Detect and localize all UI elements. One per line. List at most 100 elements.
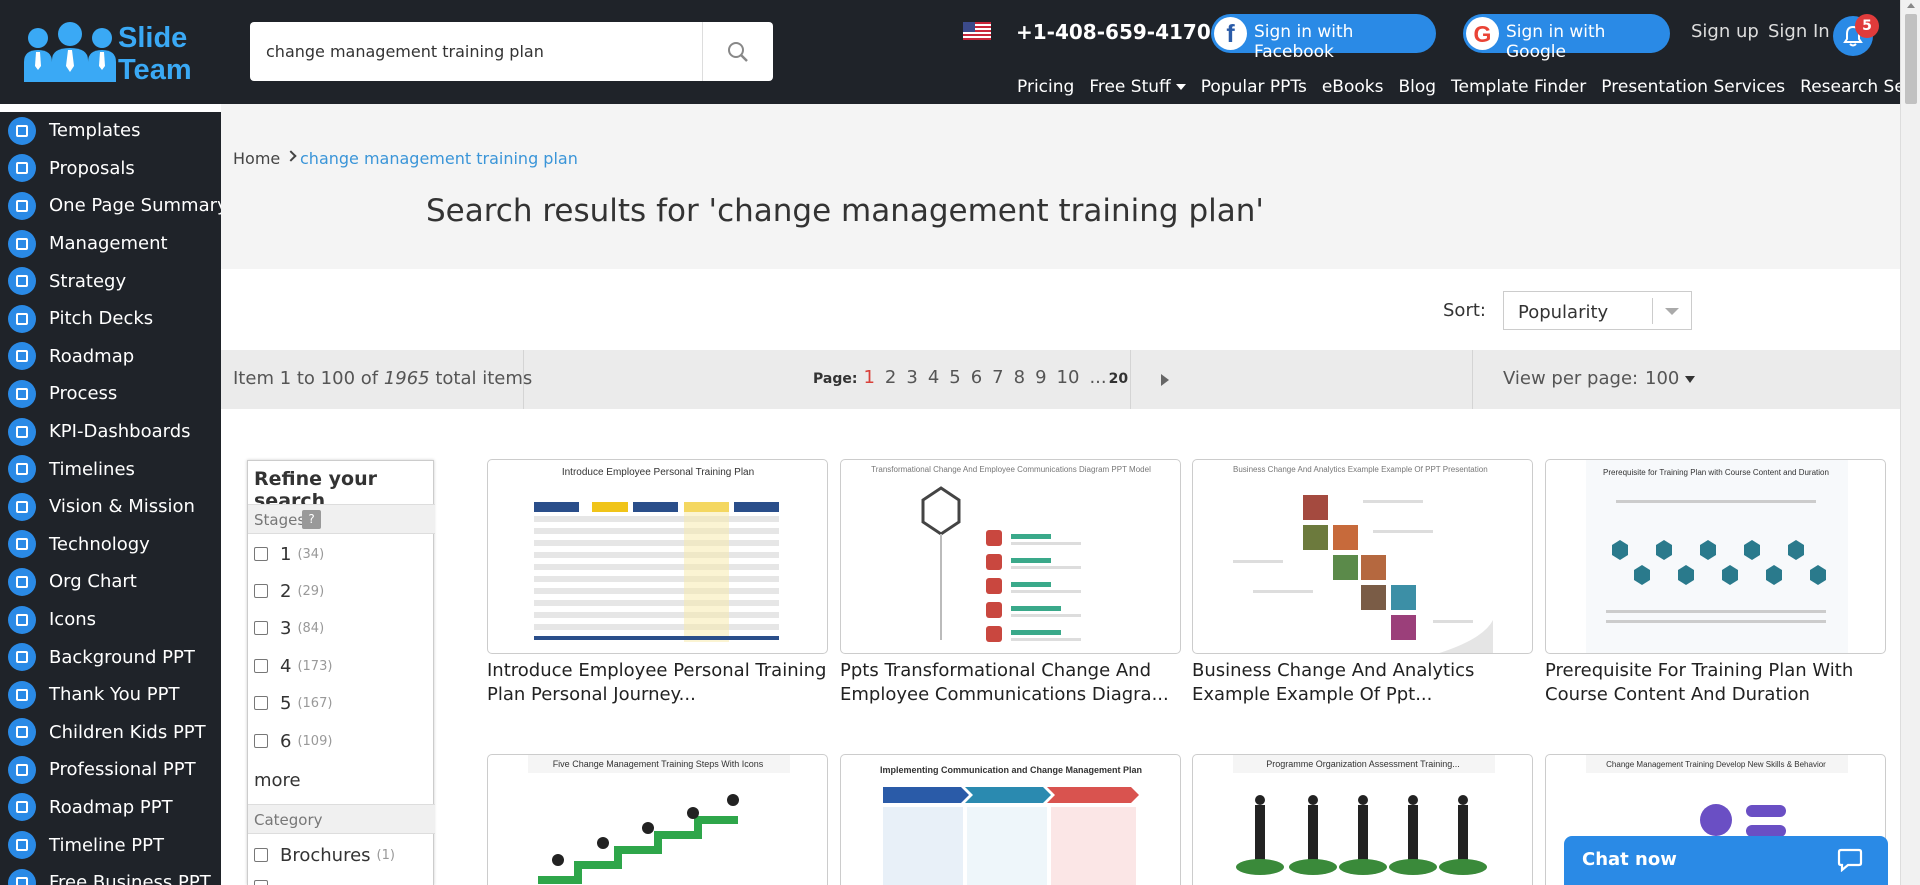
sidebar-item-management[interactable]: Management xyxy=(0,225,221,263)
checkbox[interactable] xyxy=(254,880,268,885)
search-box[interactable]: change management training plan xyxy=(250,22,773,81)
checkbox[interactable] xyxy=(254,584,268,598)
page-link[interactable]: 4 xyxy=(927,367,940,388)
page-link[interactable]: 3 xyxy=(906,367,918,388)
sidebar-item-timelines[interactable]: Timelines xyxy=(0,450,221,488)
nav-template-finder[interactable]: Template Finder xyxy=(1451,77,1587,97)
nav-blog[interactable]: Blog xyxy=(1398,77,1437,97)
scrollbar-thumb[interactable] xyxy=(1905,14,1917,104)
product-title[interactable]: Introduce Employee Personal Training Pla… xyxy=(487,660,827,705)
thumb-heading: Programme Organization Assessment Traini… xyxy=(1266,759,1460,769)
scroll-up-arrow-icon[interactable] xyxy=(1907,3,1915,8)
sidebar-item-icons[interactable]: Icons xyxy=(0,601,221,639)
page-link[interactable]: 6 xyxy=(970,367,983,388)
kpi-dashboards-icon xyxy=(8,417,36,446)
category-filter-brochures[interactable]: Brochures (1) xyxy=(254,843,395,867)
sidebar-item-org-chart[interactable]: Org Chart xyxy=(0,563,221,601)
breadcrumb-current[interactable]: change management training plan xyxy=(300,149,578,168)
category-filter-next[interactable] xyxy=(254,875,280,885)
thumb-heading: Business Change And Analytics Example Ex… xyxy=(1233,465,1488,474)
sidebar-item-templates[interactable]: Templates xyxy=(0,112,221,150)
stage-filter-1[interactable]: 1 (34) xyxy=(254,542,324,566)
sidebar-item-vision-mission[interactable]: Vision & Mission xyxy=(0,488,221,526)
page-link[interactable]: 5 xyxy=(949,367,961,388)
stage-filter-5[interactable]: 5 (167) xyxy=(254,691,332,715)
sidebar-item-kpi-dashboards[interactable]: KPI-Dashboards xyxy=(0,413,221,451)
professional-ppt-icon xyxy=(8,755,36,784)
checkbox[interactable] xyxy=(254,621,268,635)
sidebar-item-timeline-ppt[interactable]: Timeline PPT xyxy=(0,826,221,864)
sidebar-item-technology[interactable]: Technology xyxy=(0,526,221,564)
stage-filter-6[interactable]: 6 (109) xyxy=(254,729,332,753)
assessment-training-thumbnail: Programme Organization Assessment Traini… xyxy=(1233,755,1495,875)
thumb-heading: Change Management Training Develop New S… xyxy=(1606,760,1826,769)
stage-filter-4[interactable]: 4 (173) xyxy=(254,654,332,678)
product-title[interactable]: Prerequisite For Training Plan With Cour… xyxy=(1545,660,1854,705)
business-analytics-thumbnail: Business Change And Analytics Example Ex… xyxy=(1233,465,1493,653)
phone-number[interactable]: +1-408-659-4170 xyxy=(1016,20,1211,44)
sidebar-item-free-business-ppt[interactable]: Free Business PPT xyxy=(0,864,221,885)
breadcrumb-home[interactable]: Home xyxy=(233,149,281,168)
facebook-signin-button[interactable]: f Sign in with Facebook xyxy=(1211,14,1436,62)
sidebar-item-pitch-decks[interactable]: Pitch Decks xyxy=(0,300,221,338)
sidebar-item-one-page-summary[interactable]: One Page Summary xyxy=(0,187,221,225)
product-thumbnail[interactable]: Implementing Communication and Change Ma… xyxy=(840,754,1181,885)
sidebar-item-professional-ppt[interactable]: Professional PPT xyxy=(0,751,221,789)
sidebar-item-roadmap-ppt[interactable]: Roadmap PPT xyxy=(0,789,221,827)
search-input[interactable]: change management training plan xyxy=(266,42,544,61)
google-signin-button[interactable]: G Sign in with Google xyxy=(1463,14,1670,62)
sidebar-item-background-ppt[interactable]: Background PPT xyxy=(0,638,221,676)
page-link[interactable]: 2 xyxy=(884,367,897,388)
slideteam-logo[interactable]: Slide Team xyxy=(22,18,202,90)
chat-now-widget[interactable]: Chat now xyxy=(1564,836,1888,885)
free-business-ppt-icon xyxy=(8,868,36,885)
page-link[interactable]: 7 xyxy=(992,367,1004,388)
page-last[interactable]: 20 xyxy=(1108,371,1129,387)
search-button[interactable] xyxy=(702,22,773,81)
stage-filter-2[interactable]: 2 (29) xyxy=(254,579,324,603)
sidebar-item-children-kids-ppt[interactable]: Children Kids PPT xyxy=(0,714,221,752)
view-per-page-select[interactable]: 100 xyxy=(1645,368,1695,389)
signup-link[interactable]: Sign up xyxy=(1691,21,1759,42)
checkbox[interactable] xyxy=(254,659,268,673)
product-title[interactable]: Ppts Transformational Change And Employe… xyxy=(840,660,1169,705)
checkbox[interactable] xyxy=(254,734,268,748)
help-icon[interactable]: ? xyxy=(302,510,321,529)
nav-pricing[interactable]: Pricing xyxy=(1017,77,1075,97)
nav-research-services[interactable]: Research Services xyxy=(1800,77,1920,97)
product-thumbnail[interactable]: Prerequisite for Training Plan with Cour… xyxy=(1545,459,1886,654)
page-link[interactable]: 8 xyxy=(1013,367,1026,388)
sidebar-item-strategy[interactable]: Strategy xyxy=(0,262,221,300)
stages-more-link[interactable]: more xyxy=(254,770,301,791)
category-sidebar: Templates Proposals One Page Summary Man… xyxy=(0,112,221,885)
page-scrollbar[interactable] xyxy=(1900,0,1920,885)
product-title[interactable]: Business Change And Analytics Example Ex… xyxy=(1192,660,1475,705)
sidebar-item-process[interactable]: Process xyxy=(0,375,221,413)
thumb-heading: Five Change Management Training Steps Wi… xyxy=(553,759,764,769)
us-flag-icon[interactable] xyxy=(963,22,991,40)
nav-popular-ppts[interactable]: Popular PPTs xyxy=(1200,77,1307,97)
training-plan-table-thumbnail: Introduce Employee Personal Training Pla… xyxy=(534,467,779,642)
signin-link[interactable]: Sign In xyxy=(1768,21,1830,42)
nav-ebooks[interactable]: eBooks xyxy=(1321,77,1384,97)
nav-presentation-services[interactable]: Presentation Services xyxy=(1601,77,1786,97)
product-thumbnail[interactable]: Business Change And Analytics Example Ex… xyxy=(1192,459,1533,654)
page-link[interactable]: 9 xyxy=(1035,367,1047,388)
product-thumbnail[interactable]: Introduce Employee Personal Training Pla… xyxy=(487,459,828,654)
page-current: 1 xyxy=(863,367,875,388)
nav-free-stuff[interactable]: Free Stuff xyxy=(1089,77,1185,97)
stage-filter-3[interactable]: 3 (84) xyxy=(254,616,324,640)
checkbox[interactable] xyxy=(254,696,268,710)
sidebar-item-roadmap[interactable]: Roadmap xyxy=(0,338,221,376)
sidebar-item-thank-you-ppt[interactable]: Thank You PPT xyxy=(0,676,221,714)
page-link[interactable]: 10 xyxy=(1056,367,1080,388)
checkbox[interactable] xyxy=(254,848,268,862)
sort-select[interactable]: Popularity xyxy=(1503,291,1692,330)
sidebar-item-proposals[interactable]: Proposals xyxy=(0,150,221,188)
product-thumbnail[interactable]: Five Change Management Training Steps Wi… xyxy=(487,754,828,885)
product-thumbnail[interactable]: Transformational Change And Employee Com… xyxy=(840,459,1181,654)
next-page-arrow-icon[interactable] xyxy=(1161,374,1169,386)
timelines-icon xyxy=(8,455,36,484)
product-thumbnail[interactable]: Programme Organization Assessment Traini… xyxy=(1192,754,1533,885)
checkbox[interactable] xyxy=(254,547,268,561)
